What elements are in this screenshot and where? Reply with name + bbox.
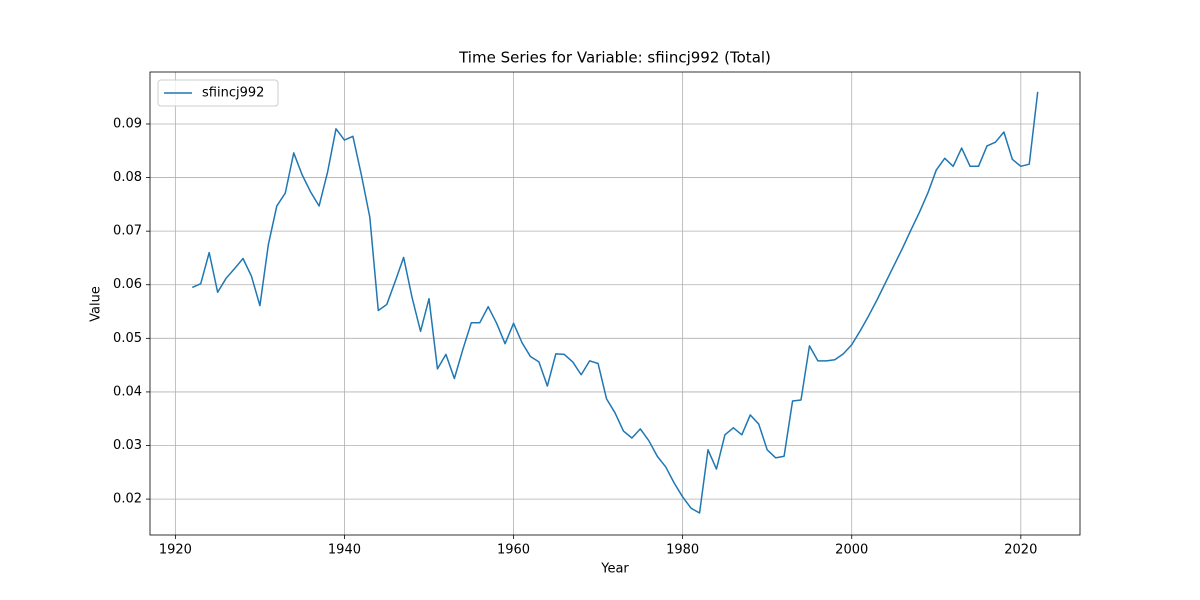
legend-label: sfiincj992: [202, 86, 264, 101]
y-tick-label: 0.06: [113, 277, 142, 292]
x-tick-label: 1940: [328, 543, 361, 558]
x-tick-label: 1920: [159, 543, 192, 558]
y-tick-label: 0.08: [113, 170, 142, 185]
legend-box: [157, 79, 279, 107]
x-tick-label: 1980: [666, 543, 699, 558]
chart-title: Time Series for Variable: sfiincj992 (To…: [458, 49, 771, 67]
y-tick-label: 0.07: [113, 224, 142, 239]
y-axis-label: Value: [89, 286, 104, 322]
y-tick-label: 0.04: [113, 384, 142, 399]
y-tick-label: 0.05: [113, 331, 142, 346]
y-tick-label: 0.09: [113, 116, 142, 131]
x-tick-label: 1960: [497, 543, 530, 558]
data-line: [191, 91, 1039, 514]
plot-frame: [149, 71, 1081, 536]
x-tick-label: 2020: [1004, 543, 1037, 558]
x-tick-label: 2000: [835, 543, 868, 558]
y-tick-label: 0.02: [113, 492, 142, 507]
y-tick-label: 0.03: [113, 438, 142, 453]
x-axis-label: Year: [600, 562, 629, 577]
